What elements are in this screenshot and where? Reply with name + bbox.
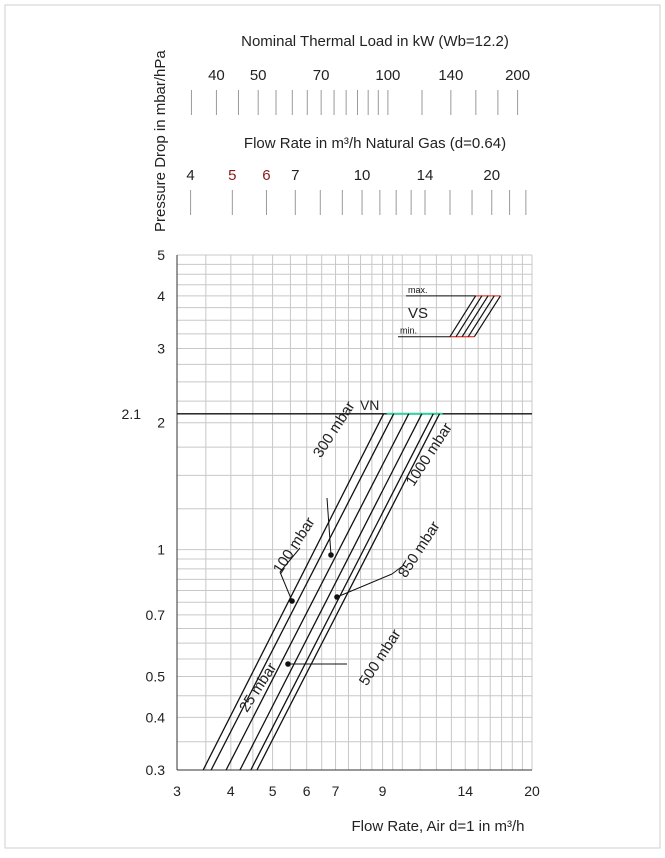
top-scale-1-label: 40 — [208, 67, 225, 84]
vs-min-label: min. — [400, 326, 417, 336]
vs-hatch-line — [449, 295, 477, 338]
top-scale-1-label: 200 — [505, 67, 530, 84]
y-tick-label: 3 — [157, 341, 165, 357]
series-leader-line — [391, 564, 405, 575]
series-leader-dot — [285, 661, 291, 667]
top-scale-1-label: 140 — [438, 67, 463, 84]
top-scale-2-label: 7 — [291, 167, 299, 184]
top-scale-2-title: Flow Rate in m³/h Natural Gas (d=0.64) — [244, 135, 506, 152]
y-extra-label: 2.1 — [122, 406, 142, 422]
series-leader-line — [279, 547, 301, 573]
top-scale-2-label: 20 — [483, 167, 500, 184]
vs-label: VS — [408, 305, 428, 322]
y-tick-label: 4 — [157, 288, 165, 304]
series-leader-line — [336, 573, 393, 598]
top-scale-1-label: 100 — [375, 67, 400, 84]
top-scale-1-label: 70 — [313, 67, 330, 84]
series-line — [250, 413, 434, 771]
y-tick-label: 1 — [157, 542, 165, 558]
series-line — [225, 413, 410, 771]
y-axis-title: Pressure Drop in mbar/hPa — [152, 50, 169, 232]
x-tick-label: 9 — [379, 783, 387, 799]
vs-max-label: max. — [408, 285, 428, 295]
x-tick-label: 7 — [332, 783, 340, 799]
vs-hatch-line — [473, 295, 501, 338]
y-tick-label: 5 — [157, 247, 165, 263]
series-line — [210, 413, 395, 771]
chart-border — [4, 4, 661, 849]
x-tick-label: 14 — [457, 783, 473, 799]
series-leader-line — [326, 497, 332, 556]
vs-hatch-line — [467, 295, 495, 338]
top-scale-1-label: 50 — [250, 67, 267, 84]
vs-hatch-line — [461, 295, 489, 338]
x-tick-label: 4 — [227, 783, 235, 799]
series-leader-dot — [289, 598, 295, 604]
series-leader-line — [279, 571, 293, 602]
top-scales: 40 50 70 100 140 200 4 5 6 7 10 14 20 — [186, 67, 530, 215]
vs-hatch-line — [455, 295, 483, 338]
series-line — [239, 413, 423, 771]
series-leader-dot — [328, 552, 334, 558]
series-leader-dot — [334, 594, 340, 600]
x-tick-label: 3 — [173, 783, 181, 799]
y-tick-label: 2 — [157, 415, 165, 431]
top-scale-2-label: 5 — [228, 167, 236, 184]
top-scale-1-title: Nominal Thermal Load in kW (Wb=12.2) — [241, 33, 509, 50]
x-tick-label: 20 — [524, 783, 540, 799]
series-line — [202, 413, 385, 771]
top-scale-2-label: 10 — [354, 167, 371, 184]
vn-label: VN — [360, 397, 379, 413]
top-scale-2-label: 14 — [417, 167, 434, 184]
top-scale-2-label: 4 — [186, 167, 194, 184]
y-tick-label: 0.4 — [146, 709, 166, 725]
y-tick-label: 0.5 — [146, 668, 166, 684]
y-tick-label: 0.7 — [146, 607, 166, 623]
y-tick-label: 0.3 — [146, 762, 166, 778]
top-scale-2-label: 6 — [262, 167, 270, 184]
x-tick-label: 6 — [303, 783, 311, 799]
x-tick-label: 5 — [269, 783, 277, 799]
x-axis-title: Flow Rate, Air d=1 in m³/h — [352, 818, 525, 835]
